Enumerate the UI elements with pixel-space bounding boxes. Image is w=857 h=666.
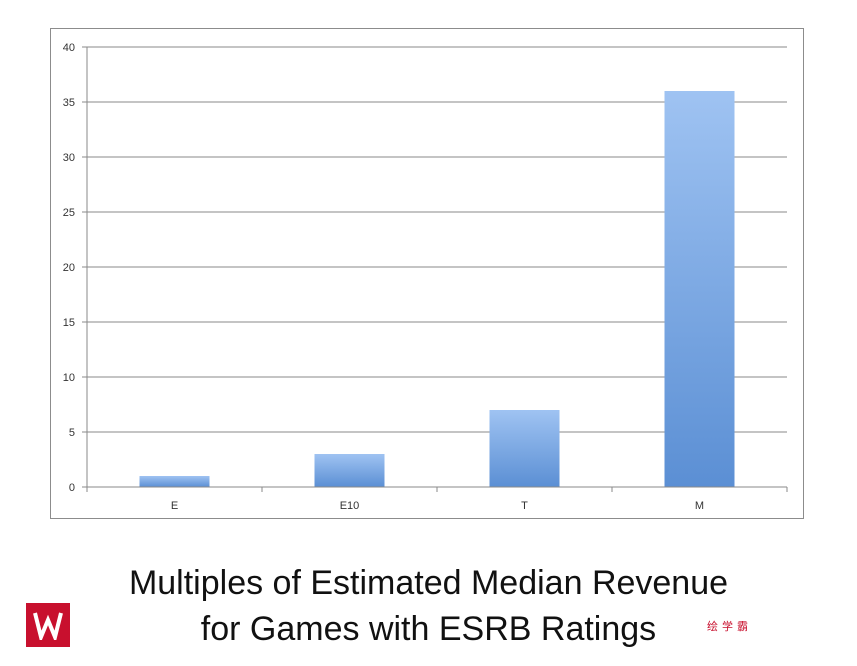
bars [139,91,735,487]
y-tick-label: 0 [69,482,75,494]
chart-frame: 0 5 10 15 20 25 30 35 40 E E10 T M [50,28,804,519]
watermark-text: 绘学霸 [707,620,752,633]
chart-caption: Multiples of Estimated Median Revenue fo… [0,560,857,652]
bar-e [139,476,210,487]
caption-line-1: Multiples of Estimated Median Revenue [128,564,729,602]
x-tick-label: T [521,500,528,512]
x-tick-label: M [695,500,704,512]
gridlines [87,46,787,433]
axes [82,46,788,492]
y-tick-label: 15 [63,317,75,329]
y-tick-label: 25 [63,207,75,219]
tick-labels: 0 5 10 15 20 25 30 35 40 E E10 T M [63,42,704,512]
x-tick-label: E10 [340,500,360,512]
y-tick-label: 20 [63,262,75,274]
bar-m [664,91,735,487]
bar-e10 [314,454,385,487]
y-tick-label: 30 [63,152,75,164]
bar-chart: 0 5 10 15 20 25 30 35 40 E E10 T M [63,42,788,512]
w-logo-icon [26,603,70,647]
y-tick-label: 5 [69,427,75,439]
y-tick-label: 40 [63,42,75,54]
caption-line-2: for Games with ESRB Ratings [200,610,657,648]
x-tick-label: E [171,500,178,512]
y-tick-label: 10 [63,372,75,384]
bar-t [489,410,560,487]
y-tick-label: 35 [63,97,75,109]
